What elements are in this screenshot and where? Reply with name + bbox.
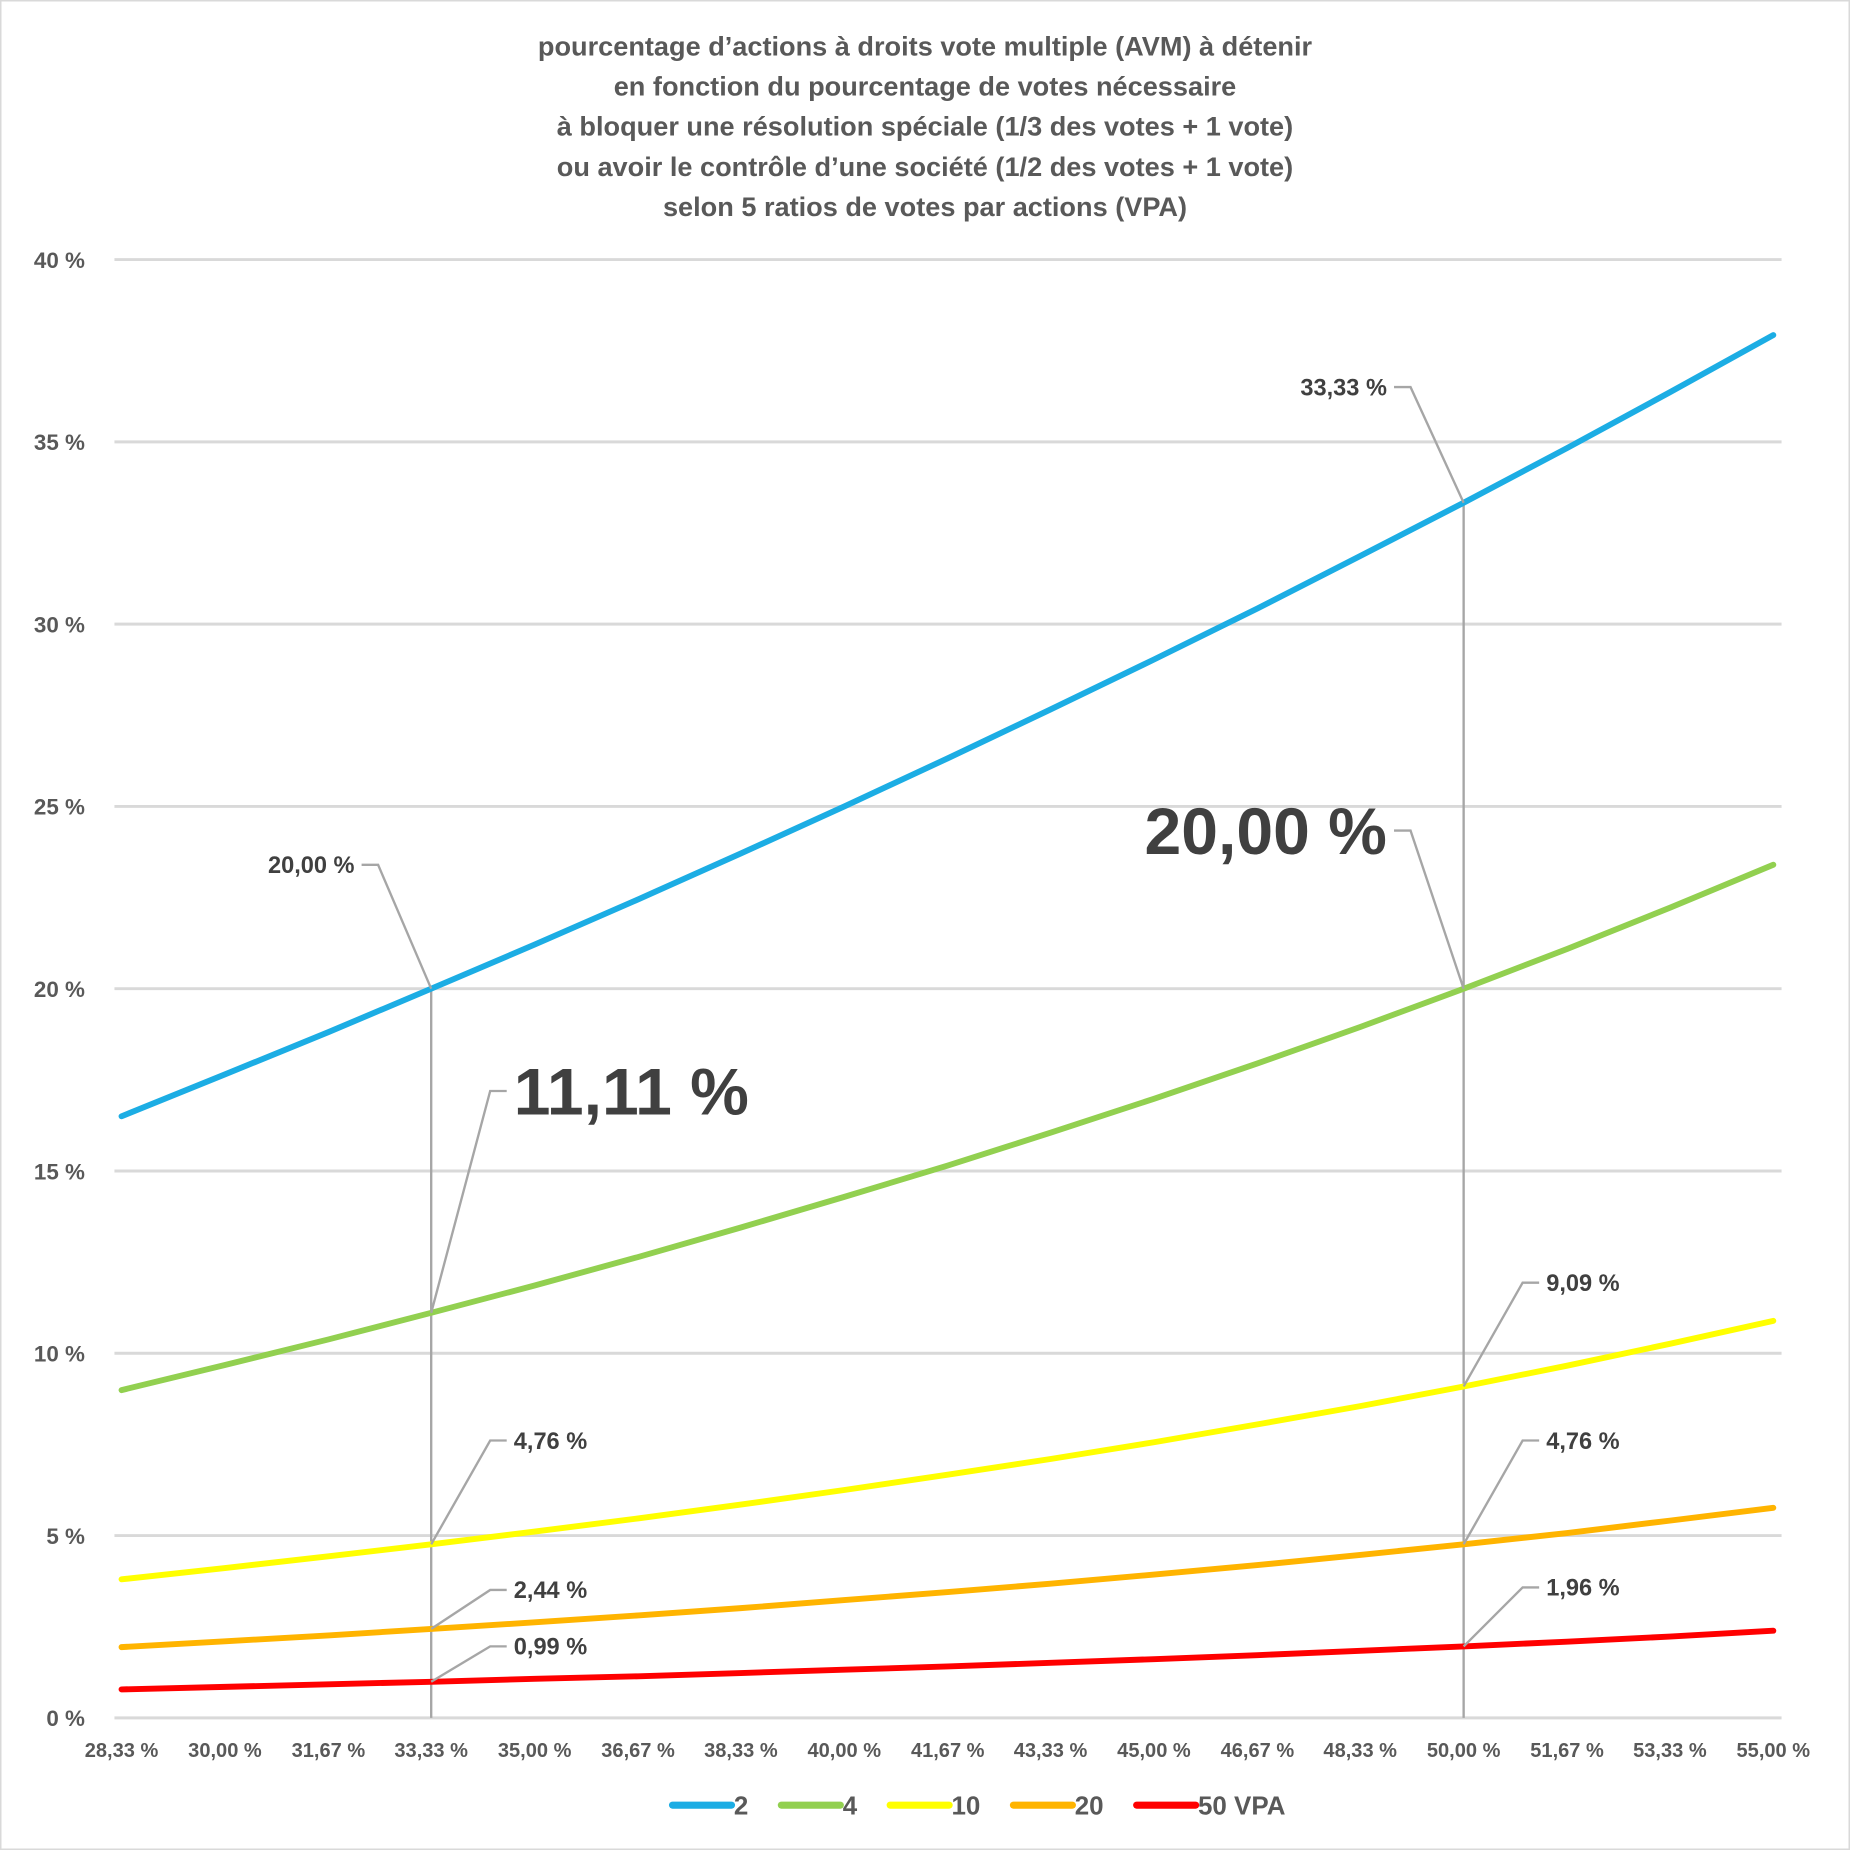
annotation-leader [430,1439,507,1545]
title-line: selon 5 ratios de votes par actions (VPA… [663,191,1187,222]
annotation-label: 20,00 % [1145,795,1387,869]
x-tick-label: 48,33 % [1323,1740,1397,1762]
x-tick-label: 31,67 % [292,1740,366,1762]
x-tick-label: 43,33 % [1014,1740,1088,1762]
legend-label: 2 [734,1793,748,1821]
annotation-leader [1394,829,1465,990]
x-tick-label: 33,33 % [394,1740,468,1762]
y-tick-label: 0 % [46,1706,85,1731]
x-tick-label: 38,33 % [704,1740,778,1762]
x-axis-ticks: 28,33 % 30,00 % 31,67 % 33,33 % 35,00 % 36,67… [85,1740,1811,1762]
x-tick-label: 40,00 % [808,1740,882,1762]
legend-label: 20 [1075,1793,1104,1821]
annotation-label: 9,09 % [1546,1270,1619,1296]
annotation-leader [1462,1439,1540,1545]
title-line: ou avoir le contrôle d’une société (1/2 … [557,151,1293,182]
annotations: 20,00 % 11,11 % 4,76 % 2,44 % 0,99 % 33,33 % 2… [268,374,1620,1683]
annotation-label: 4,76 % [514,1428,587,1454]
annotation-leader [430,1089,507,1314]
annotation-label: 33,33 % [1300,374,1387,400]
legend-label: 50 VPA [1198,1793,1286,1821]
y-tick-label: 5 % [46,1524,85,1549]
x-tick-label: 46,67 % [1221,1740,1295,1762]
title-line: pourcentage d’actions à droits vote mult… [538,30,1313,61]
annotation-label: 1,96 % [1546,1575,1619,1601]
series-lines [118,332,1777,1693]
y-tick-label: 10 % [34,1342,85,1367]
annotation-leader [361,863,433,990]
x-tick-label: 50,00 % [1427,1740,1501,1762]
annotation-label: 4,76 % [1546,1428,1619,1454]
y-axis-ticks: 0 % 5 % 10 % 15 % 20 % 25 % 30 % 35 % 40 % [34,248,85,1731]
x-tick-label: 30,00 % [188,1740,262,1762]
title-line: en fonction du pourcentage de votes néce… [614,71,1237,102]
chart-title: pourcentage d’actions à droits vote mult… [538,30,1313,221]
series-line-2 [118,332,1777,1120]
y-tick-label: 30 % [34,612,85,637]
x-tick-label: 28,33 % [85,1740,159,1762]
x-tick-label: 35,00 % [498,1740,572,1762]
title-line: à bloquer une résolution spéciale (1/3 d… [557,111,1293,142]
gridlines [114,258,1782,1720]
series-line-4 [118,861,1777,1394]
series-line-10 [118,1317,1777,1583]
annotation-leader [1394,385,1465,504]
x-tick-label: 53,33 % [1633,1740,1707,1762]
y-tick-label: 20 % [34,977,85,1002]
x-tick-label: 45,00 % [1117,1740,1191,1762]
annotation-leader [430,1645,507,1683]
annotation-label: 11,11 % [514,1056,749,1130]
annotation-label: 20,00 % [268,852,355,878]
annotation-leader [1462,1281,1540,1388]
y-tick-label: 40 % [34,248,85,273]
annotation-label: 0,99 % [514,1634,587,1660]
y-tick-label: 25 % [34,795,85,820]
series-line-20 [118,1504,1777,1651]
x-tick-label: 41,67 % [911,1740,985,1762]
series-line-50-vpa [118,1627,1777,1693]
legend: 2 4 10 20 50 VPA [668,1793,1286,1821]
y-tick-label: 15 % [34,1159,85,1184]
legend-label: 4 [843,1793,858,1821]
reference-lines [430,502,1465,1718]
annotation-leader [430,1588,507,1630]
legend-label: 10 [952,1793,981,1821]
annotation-leader [1462,1586,1540,1648]
y-tick-label: 35 % [34,430,85,455]
x-tick-label: 51,67 % [1530,1740,1604,1762]
x-tick-label: 55,00 % [1737,1740,1811,1762]
x-tick-label: 36,67 % [601,1740,675,1762]
annotation-label: 2,44 % [514,1577,587,1603]
